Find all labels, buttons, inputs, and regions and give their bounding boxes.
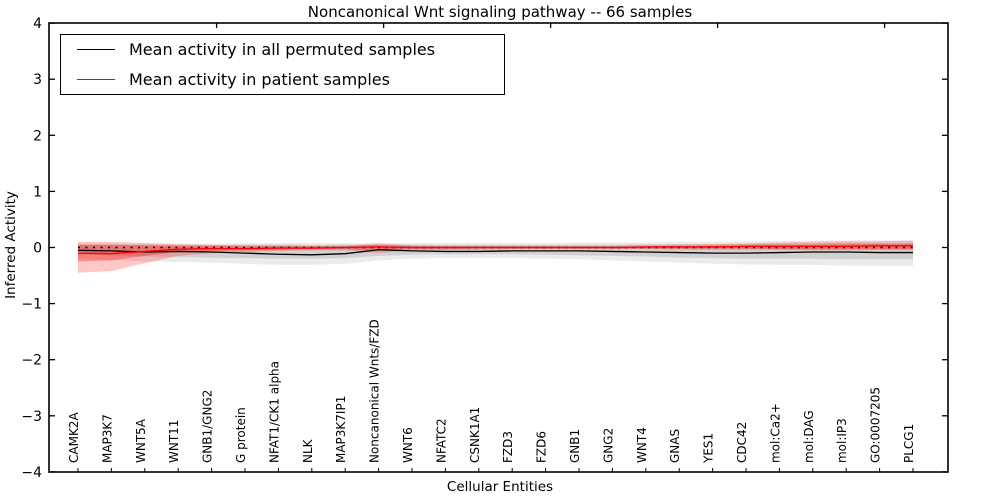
x-tick-label: MAP3K7 [100, 414, 114, 463]
x-tick-label: FZD3 [501, 431, 515, 463]
x-tick-label: GNB1 [568, 429, 582, 463]
x-tick-label: NFATC2 [434, 418, 448, 463]
legend: Mean activity in all permuted samples Me… [60, 34, 505, 95]
x-tick-label: GNB1/GNG2 [201, 390, 215, 463]
x-tick-label: NLK [301, 438, 315, 463]
y-tick-label: −4 [21, 465, 42, 481]
y-tick-label: 4 [33, 16, 42, 32]
y-tick-label: 3 [33, 72, 42, 88]
y-axis-label: Inferred Activity [3, 191, 19, 299]
legend-item-permuted: Mean activity in all permuted samples [61, 35, 504, 65]
x-tick-label: GO:0007205 [869, 387, 883, 463]
y-tick-label: 2 [33, 128, 42, 144]
x-tick-label: mol:Ca2+ [768, 403, 782, 463]
y-tick-label: 1 [33, 184, 42, 200]
y-tick-label: −1 [21, 297, 42, 313]
y-tick-label: 0 [33, 241, 42, 257]
x-tick-label: GNAS [668, 429, 682, 463]
legend-line-sample-permuted [77, 49, 115, 51]
legend-label-permuted: Mean activity in all permuted samples [129, 40, 436, 60]
chart-title: Noncanonical Wnt signaling pathway -- 66… [307, 3, 693, 21]
patient-mean-line [77, 245, 913, 255]
legend-label-patient: Mean activity in patient samples [129, 69, 390, 89]
x-tick-label: Noncanonical Wnts/FZD [368, 319, 382, 463]
x-tick-label: mol:IP3 [835, 418, 849, 463]
x-tick-label: CAMK2A [67, 412, 81, 463]
x-tick-label: WNT11 [167, 420, 181, 463]
y-tick-label: −3 [21, 409, 42, 425]
permuted-mean-line [77, 249, 913, 256]
x-tick-label: PLCG1 [902, 424, 916, 463]
x-tick-label: WNT5A [134, 418, 148, 463]
patient-band-outer [78, 240, 913, 273]
x-tick-label: MAP3K7IP1 [334, 396, 348, 463]
x-tick-label: YES1 [702, 433, 716, 464]
x-tick-label: CSNK1A1 [468, 407, 482, 463]
legend-line-sample-patient [77, 78, 115, 80]
y-tick-label: −2 [21, 353, 42, 369]
x-tick-label: GNG2 [601, 428, 615, 463]
x-tick-label: FZD6 [535, 431, 549, 463]
x-tick-label: G protein [234, 407, 248, 463]
x-tick-label: mol:DAG [802, 410, 816, 463]
x-axis-label: Cellular Entities [446, 479, 554, 495]
legend-item-patient: Mean activity in patient samples [61, 65, 504, 95]
x-tick-label: CDC42 [735, 422, 749, 463]
x-tick-label: WNT4 [635, 427, 649, 463]
x-tick-label: WNT6 [401, 427, 415, 463]
x-tick-label: NFAT1/CK1 alpha [267, 361, 281, 463]
